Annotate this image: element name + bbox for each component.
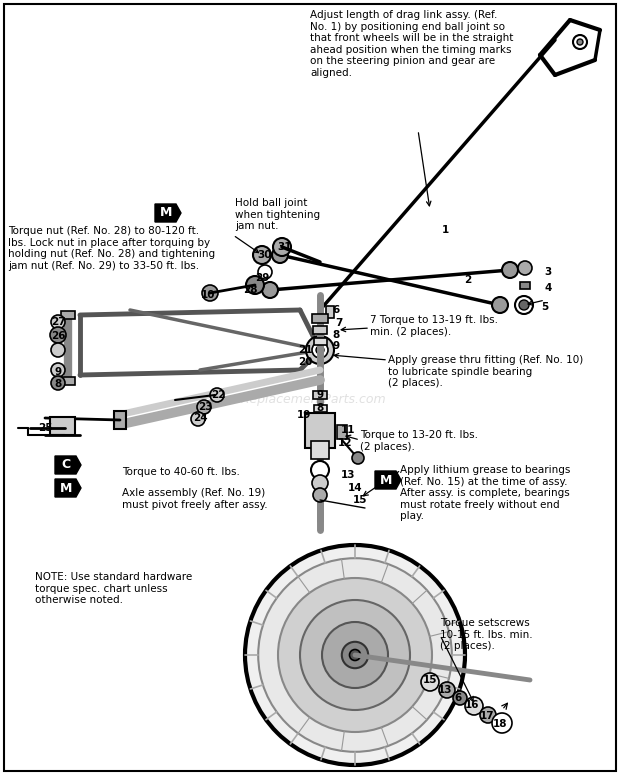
Text: 8: 8: [316, 403, 324, 413]
Text: 23: 23: [198, 402, 212, 412]
Text: Torque to 40-60 ft. lbs.: Torque to 40-60 ft. lbs.: [122, 467, 240, 477]
Circle shape: [312, 342, 328, 358]
Circle shape: [518, 261, 532, 275]
Text: 16: 16: [465, 700, 479, 710]
Text: C: C: [61, 459, 71, 471]
Circle shape: [439, 682, 455, 698]
Text: Apply lithium grease to bearings
(Ref. No. 15) at the time of assy.
After assy. : Apply lithium grease to bearings (Ref. N…: [400, 465, 570, 522]
Text: 10: 10: [201, 290, 215, 300]
Bar: [313, 326, 327, 334]
Bar: [50, 417, 74, 435]
Text: 1: 1: [441, 225, 449, 235]
Text: 19: 19: [297, 410, 311, 420]
Circle shape: [492, 713, 512, 733]
Bar: [314, 337, 327, 345]
Circle shape: [202, 285, 218, 301]
Circle shape: [262, 282, 278, 298]
Polygon shape: [55, 456, 81, 474]
Text: 7: 7: [335, 318, 343, 328]
Bar: [520, 281, 530, 288]
Text: 30: 30: [258, 250, 272, 260]
Text: 31: 31: [278, 242, 292, 252]
Circle shape: [210, 388, 224, 402]
Text: 15: 15: [423, 675, 437, 685]
Circle shape: [51, 363, 65, 377]
Circle shape: [272, 247, 288, 263]
Text: 28: 28: [243, 285, 257, 295]
Circle shape: [519, 300, 529, 310]
Text: Hold ball joint
when tightening
jam nut.: Hold ball joint when tightening jam nut.: [235, 198, 320, 231]
Text: 15: 15: [353, 495, 367, 505]
Text: 13: 13: [341, 470, 355, 480]
Text: 9: 9: [55, 367, 61, 377]
Text: 11: 11: [341, 425, 355, 435]
Circle shape: [502, 262, 518, 278]
Text: 5: 5: [541, 302, 549, 312]
Text: NOTE: Use standard hardware
torque spec. chart unless
otherwise noted.: NOTE: Use standard hardware torque spec.…: [35, 572, 192, 605]
Circle shape: [197, 400, 211, 414]
Text: 22: 22: [211, 390, 225, 400]
Circle shape: [253, 246, 271, 264]
Text: 20: 20: [298, 357, 312, 367]
Text: Adjust length of drag link assy. (Ref.
No. 1) by positioning end ball joint so
t: Adjust length of drag link assy. (Ref. N…: [310, 10, 513, 78]
Circle shape: [245, 545, 465, 765]
Bar: [337, 425, 347, 439]
Circle shape: [350, 649, 360, 660]
Polygon shape: [375, 471, 401, 489]
Circle shape: [258, 265, 272, 279]
Circle shape: [573, 35, 587, 49]
Circle shape: [312, 475, 328, 491]
Text: 13: 13: [438, 685, 452, 695]
Text: Torque setscrews
10-15 ft. lbs. min.
(2 places).: Torque setscrews 10-15 ft. lbs. min. (2 …: [440, 618, 533, 651]
Text: 24: 24: [193, 413, 207, 423]
Text: 6: 6: [454, 693, 462, 703]
Bar: [114, 411, 126, 429]
Text: 29: 29: [255, 273, 269, 283]
Text: M: M: [160, 206, 172, 219]
Circle shape: [465, 697, 483, 715]
Text: 14: 14: [348, 483, 362, 493]
Text: 8: 8: [55, 379, 61, 389]
Text: 27: 27: [51, 317, 65, 327]
Text: 4: 4: [544, 283, 552, 293]
Text: eReplacementParts.com: eReplacementParts.com: [234, 394, 386, 407]
Text: 9: 9: [316, 390, 324, 400]
Bar: [61, 377, 75, 385]
Text: 21: 21: [298, 345, 312, 355]
Circle shape: [50, 327, 66, 343]
Text: 7 Torque to 13-19 ft. lbs.
min. (2 places).: 7 Torque to 13-19 ft. lbs. min. (2 place…: [370, 315, 498, 336]
Circle shape: [273, 238, 291, 256]
Text: 12: 12: [338, 438, 352, 448]
Circle shape: [51, 315, 65, 329]
Circle shape: [300, 600, 410, 710]
Circle shape: [342, 642, 368, 668]
Text: 6: 6: [332, 305, 340, 315]
Text: 3: 3: [544, 267, 552, 277]
Circle shape: [306, 336, 334, 364]
Circle shape: [191, 412, 205, 426]
Polygon shape: [55, 479, 81, 497]
Text: Torque to 13-20 ft. lbs.
(2 places).: Torque to 13-20 ft. lbs. (2 places).: [360, 430, 478, 452]
Bar: [313, 391, 327, 399]
Circle shape: [51, 376, 65, 390]
Text: M: M: [60, 481, 72, 494]
Text: Apply grease thru fitting (Ref. No. 10)
to lubricate spindle bearing
(2 places).: Apply grease thru fitting (Ref. No. 10) …: [388, 355, 583, 388]
Circle shape: [258, 558, 452, 752]
Text: 18: 18: [493, 719, 507, 729]
Polygon shape: [155, 204, 181, 222]
Circle shape: [492, 297, 508, 313]
Text: Axle assembly (Ref. No. 19)
must pivot freely after assy.: Axle assembly (Ref. No. 19) must pivot f…: [122, 488, 268, 510]
Text: Torque nut (Ref. No. 28) to 80-120 ft.
lbs. Lock nut in place after torquing by
: Torque nut (Ref. No. 28) to 80-120 ft. l…: [8, 226, 215, 270]
Text: 8: 8: [332, 330, 340, 340]
Text: 26: 26: [51, 331, 65, 341]
Circle shape: [352, 452, 364, 464]
Circle shape: [322, 622, 388, 688]
Bar: [312, 314, 328, 322]
Circle shape: [313, 488, 327, 502]
Bar: [311, 441, 329, 459]
Bar: [61, 311, 75, 319]
Circle shape: [51, 343, 65, 357]
Circle shape: [515, 296, 533, 314]
Text: 2: 2: [464, 275, 472, 285]
Bar: [326, 306, 334, 318]
